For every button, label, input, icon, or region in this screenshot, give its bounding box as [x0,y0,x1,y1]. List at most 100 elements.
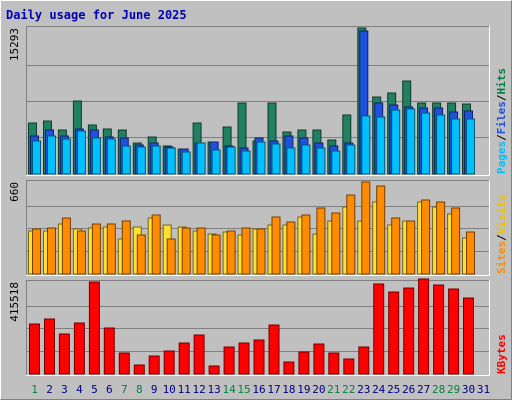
x-tick-label: 13 [207,383,220,396]
bar-sites-day-14 [226,230,236,275]
x-tick-label: 4 [76,383,83,396]
x-tick-label: 11 [178,383,191,396]
bar-sites-day-7 [121,220,131,275]
bar-pages-day-17 [271,143,281,175]
y-max-label: 415518 [8,282,21,322]
bar-sites-day-16 [256,228,266,275]
x-tick-label: 19 [297,383,310,396]
bar-sites-day-20 [316,207,326,275]
y-max-label: 15293 [8,28,21,61]
x-tick-label: 26 [402,383,415,396]
legend-item: Sites [495,241,508,274]
bar-kbytes-day-1 [29,323,40,375]
bar-sites-day-18 [286,221,296,275]
x-tick-label: 28 [432,383,445,396]
bar-pages-day-23 [361,115,371,175]
legend-hits: Pages/Files/Hits [495,68,508,174]
x-tick-label: 2 [46,383,53,396]
bar-kbytes-day-16 [253,339,265,375]
bar-sites-day-25 [391,217,401,275]
bar-kbytes-day-12 [193,334,205,375]
bar-kbytes-day-28 [433,284,445,375]
x-tick-label: 20 [312,383,325,396]
bar-kbytes-day-30 [463,297,474,375]
x-tick-label: 25 [387,383,400,396]
legend-item: / [495,234,508,241]
chart-panels: 15293Pages/Files/Hits660Sites/Visits4155… [8,26,508,376]
bar-pages-day-6 [106,138,116,175]
bar-kbytes-day-21 [328,352,340,375]
bar-pages-day-2 [47,135,56,175]
bar-kbytes-day-8 [133,364,145,375]
x-tick-label: 24 [372,383,386,396]
bar-kbytes-day-22 [343,358,355,375]
bar-pages-day-20 [316,147,326,175]
bar-sites-day-12 [196,227,206,275]
bar-pages-day-15 [241,150,251,175]
bar-sites-day-30 [466,231,475,275]
bar-pages-day-12 [196,142,206,175]
bar-kbytes-day-29 [448,288,460,375]
bar-kbytes-day-20 [313,343,325,375]
bar-pages-day-19 [301,144,311,175]
bar-pages-day-29 [451,118,461,175]
bar-pages-day-9 [151,145,161,175]
bar-pages-day-10 [166,147,176,175]
bar-pages-day-18 [286,147,296,175]
x-tick-label: 6 [106,383,113,396]
bar-pages-day-8 [136,146,146,175]
legend-item: / [495,134,508,141]
bar-sites-day-24 [376,185,386,275]
bar-sites-day-21 [331,212,341,275]
x-tick-label: 9 [151,383,158,396]
bar-kbytes-day-19 [298,351,310,375]
x-tick-label: 16 [252,383,265,396]
y-max-label: 660 [8,182,21,202]
bar-sites-day-27 [421,199,431,275]
x-tick-label: 27 [417,383,430,396]
bar-kbytes-day-27 [418,278,430,375]
bar-kbytes-day-26 [403,287,415,375]
bar-pages-day-24 [376,116,386,175]
bar-pages-day-16 [256,141,266,175]
bar-kbytes-day-6 [103,327,115,375]
bar-pages-day-21 [331,150,341,175]
bar-sites-day-11 [181,227,191,275]
bar-sites-day-1 [32,228,41,275]
panel-sites: 660 Sites/Visits [8,180,508,276]
bar-pages-day-13 [211,149,221,175]
bar-sites-day-3 [61,217,71,275]
x-axis-day-labels: 1 2 3 4 5 6 7 8 9 10 11 12 13 14 15 16 17 18 19 20 21 22 23 24 2… [31,383,490,396]
bar-pages-day-26 [406,108,416,175]
bar-kbytes-day-7 [118,352,130,375]
bar-kbytes-day-2 [44,318,55,375]
bar-kbytes-day-9 [148,355,160,375]
bar-sites-day-29 [451,207,461,275]
legend-item: Pages [495,141,508,174]
bar-kbytes-day-17 [268,324,280,375]
bar-kbytes-day-4 [73,322,85,375]
chart-title: Daily usage for June 2025 [6,8,187,22]
bar-pages-day-25 [391,109,401,175]
x-tick-label: 14 [222,383,236,396]
bar-pages-day-30 [466,118,475,175]
bar-kbytes-day-18 [283,361,295,375]
legend-sites: Sites/Visits [495,195,508,275]
bar-kbytes-day-14 [223,346,235,375]
bar-sites-day-4 [76,230,86,275]
bar-sites-day-23 [361,181,371,275]
bar-pages-day-3 [61,138,71,175]
bar-kbytes-day-3 [58,333,70,375]
bar-kbytes-day-13 [208,365,220,375]
bar-kbytes-day-25 [388,291,400,375]
bar-sites-day-6 [106,223,116,275]
legend-kbytes: KBytes [495,334,508,374]
bar-sites-day-5 [91,223,101,275]
legend-item: Visits [495,195,508,235]
bar-sites-day-17 [271,216,281,275]
x-tick-label: 10 [163,383,176,396]
bar-kbytes-day-24 [373,283,385,375]
legend-item: Hits [495,68,508,95]
